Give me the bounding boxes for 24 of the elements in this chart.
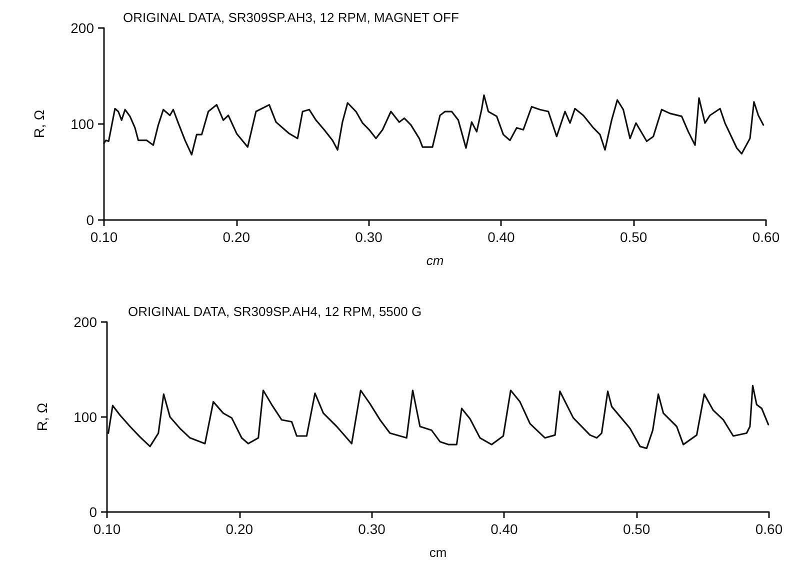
y-tick-label: 100 — [70, 116, 94, 132]
y-tick-label: 200 — [70, 20, 94, 36]
x-tick-label: 0.40 — [488, 229, 516, 245]
chart-title: ORIGINAL DATA, SR309SP.AH4, 12 RPM, 5500 G — [128, 304, 422, 319]
y-axis-title: R, Ω — [34, 402, 50, 432]
y-tick-label: 100 — [74, 409, 98, 425]
x-tick-label: 0.50 — [622, 521, 650, 537]
x-tick-label: 0.30 — [358, 521, 386, 537]
x-tick-label: 0.60 — [755, 521, 783, 537]
x-tick-label: 0.20 — [226, 521, 254, 537]
x-tick-label: 0.60 — [752, 229, 780, 245]
x-tick-label: 0.10 — [90, 229, 118, 245]
x-tick-label: 0.30 — [355, 229, 383, 245]
y-axis-title: R, Ω — [31, 110, 47, 138]
x-axis-title: cm — [429, 545, 447, 560]
x-tick-label: 0.10 — [93, 521, 121, 537]
x-axis-title: cm — [426, 253, 444, 268]
y-tick-label: 0 — [86, 212, 94, 228]
x-tick-label: 0.40 — [490, 521, 518, 537]
y-tick-label: 0 — [89, 504, 98, 520]
x-tick-label: 0.20 — [222, 229, 250, 245]
chart-title: ORIGINAL DATA, SR309SP.AH3, 12 RPM, MAGNET OFF — [123, 10, 459, 25]
y-tick-label: 200 — [74, 314, 98, 330]
x-tick-label: 0.50 — [620, 229, 648, 245]
